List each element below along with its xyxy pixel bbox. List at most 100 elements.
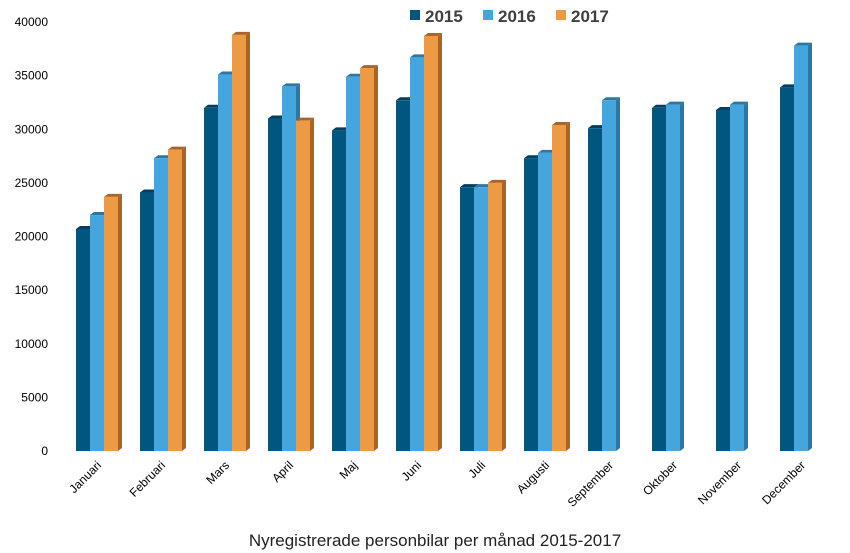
bar-top [730, 101, 748, 105]
bar-2016-september [602, 97, 620, 451]
x-tick-label: Maj [337, 458, 361, 482]
bar-side [438, 32, 442, 451]
x-tick-label: November [695, 458, 744, 507]
bar-top [154, 155, 172, 159]
y-tick-label: 35000 [15, 69, 49, 83]
bar-side [182, 146, 186, 451]
bar-side [616, 97, 620, 451]
bar-front [794, 45, 808, 451]
bar-side [744, 101, 748, 452]
y-tick-label: 0 [41, 444, 48, 458]
bar-2017-juni [424, 32, 442, 451]
bar-front [204, 107, 218, 452]
bar-top [296, 117, 314, 121]
bar-front [90, 215, 104, 451]
bar-side [246, 31, 250, 452]
x-tick-label: Januari [66, 458, 104, 496]
bar-top [282, 83, 300, 87]
bar-side [118, 193, 122, 451]
bar-top [232, 31, 250, 35]
bar-top [780, 84, 798, 88]
bar-front [296, 120, 310, 452]
bar-front [666, 104, 680, 452]
x-tick-label: September [565, 458, 616, 509]
bar-front [460, 187, 474, 452]
bar-top [524, 155, 542, 159]
bar-top [474, 184, 492, 188]
bar-front [282, 86, 296, 451]
bar-top [424, 32, 442, 36]
bar-front [716, 109, 730, 451]
y-tick-label: 40000 [15, 15, 49, 29]
bar-front [396, 100, 410, 451]
bar-2017-januari [104, 193, 122, 451]
bar-2017-augusti [552, 121, 570, 452]
bar-front [552, 124, 566, 452]
bar-front [140, 192, 154, 451]
bar-front [730, 104, 744, 452]
bar-front [104, 196, 118, 451]
bar-top [666, 101, 684, 105]
bar-side [374, 65, 378, 452]
bar-top [538, 149, 556, 153]
bar-top [76, 225, 94, 229]
bar-top [268, 115, 286, 119]
legend: 2015 2016 2017 [410, 7, 609, 26]
bar-top [90, 212, 108, 216]
bar-side [310, 117, 314, 452]
x-tick-label: Juli [465, 458, 488, 481]
bar-top [652, 104, 670, 108]
bar-front [218, 74, 232, 452]
x-tick-label: Oktober [640, 458, 680, 498]
bar-top [332, 127, 350, 131]
bar-front [168, 149, 182, 451]
legend-swatch-2016 [483, 10, 493, 20]
bar-top [346, 73, 364, 77]
chart-title: Nyregistrerade personbilar per månad 201… [249, 531, 621, 550]
legend-label-2017: 2017 [571, 7, 609, 26]
bar-front [76, 228, 90, 451]
bar-2017-mars [232, 31, 250, 452]
bar-side [680, 101, 684, 452]
bar-top [552, 121, 570, 125]
bars [76, 31, 812, 452]
y-tick-label: 25000 [15, 176, 49, 190]
x-tick-label: Februari [127, 458, 168, 499]
bar-top [204, 104, 222, 108]
bar-2017-februari [168, 146, 186, 451]
bar-front [346, 76, 360, 451]
y-tick-label: 5000 [21, 390, 48, 404]
x-tick-label: Augusti [514, 458, 552, 496]
y-tick-label: 15000 [15, 283, 49, 297]
bar-top [588, 125, 606, 129]
bar-front [602, 100, 616, 451]
bar-2017-maj [360, 65, 378, 452]
bar-front [360, 68, 374, 452]
bar-top [168, 146, 186, 150]
y-tick-label: 10000 [15, 337, 49, 351]
bar-top [104, 193, 122, 197]
bar-front [652, 107, 666, 452]
y-axis: 0 5000 10000 15000 20000 25000 30000 35000 40000 [15, 15, 49, 458]
x-tick-label: April [269, 458, 296, 485]
bar-top [602, 97, 620, 101]
x-tick-label: Mars [203, 458, 232, 487]
x-tick-label: Juni [399, 458, 424, 483]
bar-front [474, 187, 488, 452]
bar-top [716, 106, 734, 110]
legend-swatch-2015 [410, 10, 420, 20]
legend-label-2016: 2016 [498, 7, 536, 26]
bar-2017-april [296, 117, 314, 452]
bar-2016-december [794, 42, 812, 451]
legend-swatch-2017 [556, 10, 566, 20]
y-tick-label: 20000 [15, 230, 49, 244]
bar-top [794, 42, 812, 46]
x-axis: Januari Februari Mars April Maj Juni Juli Augus… [66, 458, 808, 509]
bar-front [232, 34, 246, 452]
bar-top [140, 189, 158, 193]
legend-label-2015: 2015 [425, 7, 463, 26]
bar-2016-oktober [666, 101, 684, 452]
bar-front [410, 57, 424, 452]
bar-side [566, 121, 570, 452]
